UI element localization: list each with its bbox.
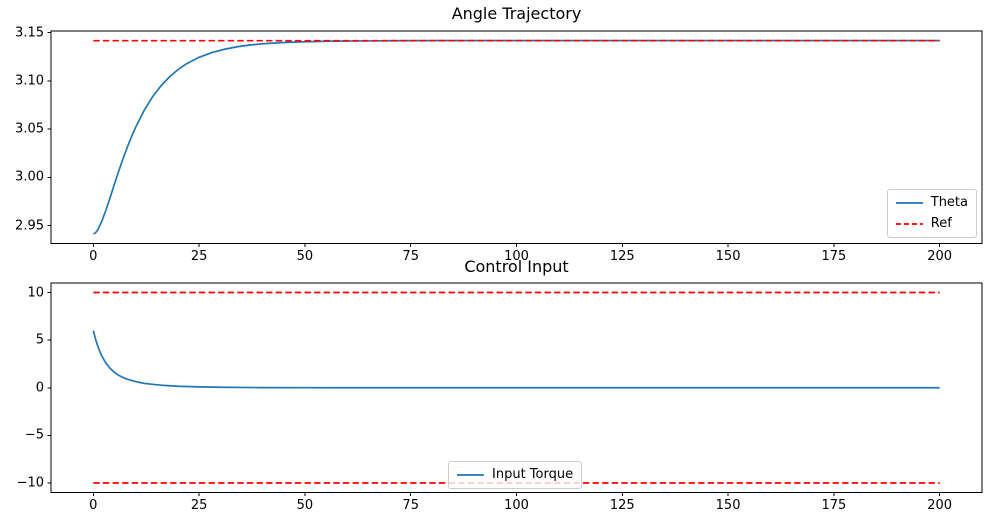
x-tick-label: 50 xyxy=(296,248,314,264)
x-tick-label: 100 xyxy=(504,248,529,264)
y-tick-label: 5 xyxy=(35,332,44,348)
x-tick-label: 75 xyxy=(402,497,419,513)
y-tick-label: 3.00 xyxy=(15,169,44,185)
y-tick-label: −10 xyxy=(16,475,44,491)
legend-label: Input Torque xyxy=(492,467,574,482)
legend-label: Theta xyxy=(930,195,968,210)
legend-entry: Ref xyxy=(895,216,968,232)
x-tick-label: 200 xyxy=(927,497,953,513)
legend-control-input: Input Torque xyxy=(448,461,583,489)
y-tick-label: 0 xyxy=(35,380,44,396)
chart-title-control-input: Control Input xyxy=(464,257,569,276)
y-tick-label: 10 xyxy=(27,285,44,301)
x-tick-label: 75 xyxy=(402,248,419,264)
series-line-input-torque xyxy=(92,330,940,389)
y-tick-label: 3.15 xyxy=(15,25,44,41)
legend-angle-trajectory: Theta Ref xyxy=(886,189,977,238)
x-tick-label: 175 xyxy=(821,497,847,513)
legend-line-sample xyxy=(895,223,923,225)
x-tick-label: 125 xyxy=(609,497,635,513)
y-tick-label: 3.05 xyxy=(15,121,44,137)
legend-entry: Input Torque xyxy=(457,467,573,483)
y-tick-label: −5 xyxy=(24,427,44,443)
x-tick-label: 0 xyxy=(89,248,98,264)
x-tick-label: 50 xyxy=(296,497,314,513)
x-tick-label: 200 xyxy=(927,248,953,264)
y-tick-label: 2.95 xyxy=(15,218,44,234)
x-tick-label: 150 xyxy=(715,497,741,513)
x-tick-label: 125 xyxy=(609,248,635,264)
chart-title-angle-trajectory: Angle Trajectory xyxy=(451,4,582,23)
series-line-theta xyxy=(92,39,940,235)
legend-line-sample xyxy=(457,474,484,476)
x-tick-label: 100 xyxy=(504,497,529,513)
axes-frame xyxy=(50,30,983,244)
x-tick-label: 0 xyxy=(89,497,98,513)
legend-label: Ref xyxy=(930,216,952,231)
x-tick-label: 25 xyxy=(190,497,208,513)
x-tick-label: 175 xyxy=(821,248,847,264)
x-tick-label: 150 xyxy=(715,248,741,264)
legend-line-sample xyxy=(895,202,923,204)
y-tick-label: 3.10 xyxy=(15,73,44,89)
legend-entry: Theta xyxy=(895,195,968,211)
x-tick-label: 25 xyxy=(190,248,208,264)
